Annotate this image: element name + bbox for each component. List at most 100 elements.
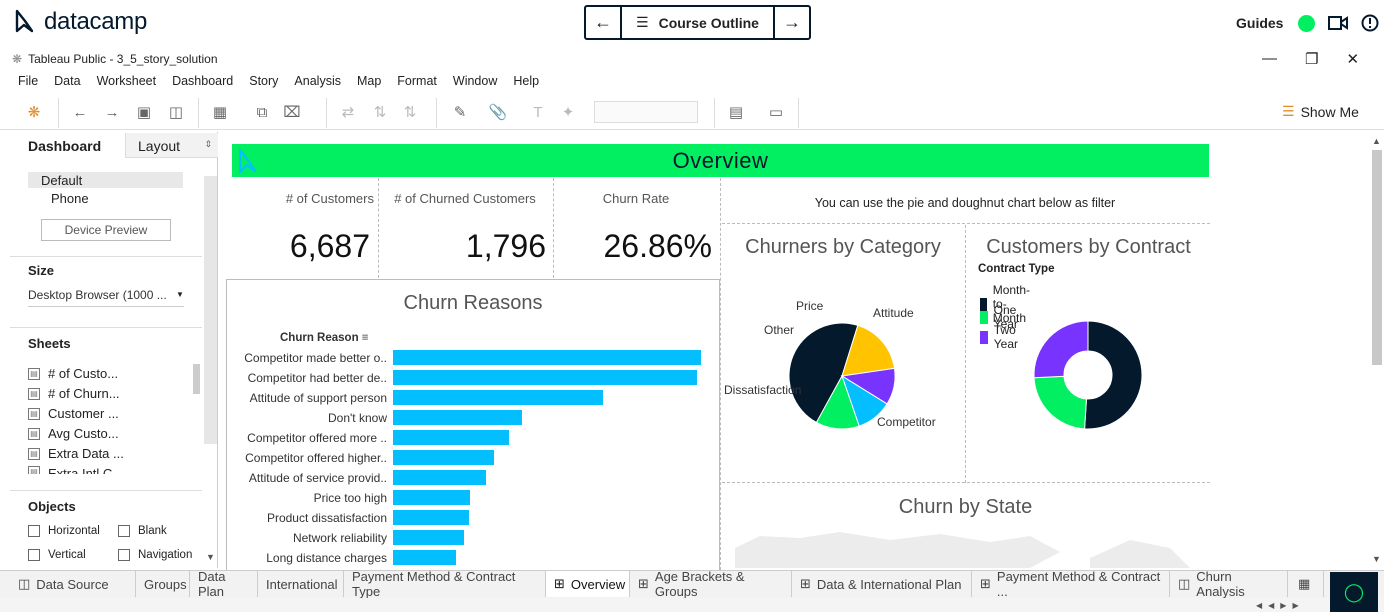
tableau-logo-icon[interactable]: ❋ xyxy=(27,104,41,121)
device-default[interactable]: Default xyxy=(41,173,83,188)
bar[interactable] xyxy=(393,550,457,565)
object-navigation[interactable]: Navigation xyxy=(118,549,192,561)
size-dropdown[interactable]: Desktop Browser (1000 ... xyxy=(28,288,167,302)
duplicate-sheet-icon[interactable]: ⧉ xyxy=(256,104,268,121)
bar[interactable] xyxy=(393,490,471,505)
bar[interactable] xyxy=(393,450,495,465)
sort-descending-icon[interactable]: ⇅ xyxy=(403,104,417,121)
save-icon[interactable]: ▣ xyxy=(136,104,152,121)
legend-item[interactable]: Two Year xyxy=(980,323,1023,351)
tab-payment-method-contract[interactable]: ⊞ Payment Method & Contract ... xyxy=(972,569,1170,599)
menu-window[interactable]: Window xyxy=(452,74,498,88)
new-sheet-button[interactable]: ▦ xyxy=(1290,571,1324,597)
tab-international[interactable]: International xyxy=(258,571,344,597)
tab-layout[interactable]: Layout ⇕ xyxy=(125,133,218,158)
menu-file[interactable]: File xyxy=(18,74,39,88)
left-pane-scrollbar[interactable] xyxy=(204,176,217,444)
churn-reason-header[interactable]: Churn Reason ≡ xyxy=(280,332,369,344)
sheet-item[interactable]: ▤ Customer ... xyxy=(28,406,119,421)
churn-by-state-map[interactable] xyxy=(730,528,1200,570)
pie-slice[interactable] xyxy=(815,374,860,430)
tab-data-source[interactable]: ◫ Data Source xyxy=(10,571,136,597)
attach-icon[interactable]: 📎 xyxy=(488,104,508,121)
tab-payment-method-contract-type[interactable]: Payment Method & Contract Type xyxy=(344,569,546,599)
redo-icon[interactable]: → xyxy=(104,104,120,121)
object-vertical[interactable]: Vertical xyxy=(28,549,86,561)
scroll-down-icon[interactable]: ▼ xyxy=(1372,554,1381,564)
sort-icon[interactable]: ≡ xyxy=(361,332,369,344)
contract-donut-chart[interactable] xyxy=(1030,316,1146,434)
tab-groups[interactable]: Groups xyxy=(136,571,190,597)
prev-exercise-button[interactable]: ← xyxy=(594,12,612,32)
tab-churn-analysis[interactable]: ◫ Churn Analysis xyxy=(1170,569,1288,599)
video-icon[interactable] xyxy=(1328,15,1348,31)
swap-icon[interactable]: ⇄ xyxy=(341,104,355,121)
undo-icon[interactable]: ← xyxy=(72,104,88,121)
scroll-up-icon[interactable]: ▲ xyxy=(1372,136,1381,146)
minimize-icon[interactable]: — xyxy=(1262,50,1277,67)
fit-dropdown[interactable] xyxy=(594,101,698,123)
sheet-item[interactable]: ▤ Avg Custo... xyxy=(28,426,119,441)
tab-data-plan[interactable]: Data Plan xyxy=(190,569,258,599)
bar[interactable] xyxy=(393,370,698,385)
next-exercise-button[interactable]: → xyxy=(783,12,801,32)
lightbulb-hint-button[interactable]: ◯ xyxy=(1330,572,1378,612)
menu-map[interactable]: Map xyxy=(356,74,382,88)
guides-button[interactable]: Guides xyxy=(1236,15,1284,31)
object-horizontal[interactable]: Horizontal xyxy=(28,525,100,537)
pin-icon[interactable]: ✦ xyxy=(561,104,575,121)
menu-data[interactable]: Data xyxy=(54,74,81,88)
menu-dashboard[interactable]: Dashboard xyxy=(172,74,234,88)
sort-ascending-icon[interactable]: ⇅ xyxy=(373,104,387,121)
dashboard-scrollbar-thumb[interactable] xyxy=(1372,150,1382,365)
sheets-scrollbar[interactable] xyxy=(193,364,200,394)
new-worksheet-icon[interactable]: ▦ xyxy=(212,104,228,121)
sheet-item[interactable]: ▤ Extra Intl C... xyxy=(28,466,123,474)
object-blank[interactable]: Blank xyxy=(118,525,167,537)
sheet-nav-icons[interactable]: ◀◀▶▶ xyxy=(1256,601,1305,610)
chevron-down-icon[interactable]: ▼ xyxy=(176,290,184,299)
bar[interactable] xyxy=(393,470,487,485)
donut-slice[interactable] xyxy=(1084,320,1143,430)
legend-item[interactable]: One Year xyxy=(980,303,1023,331)
close-icon[interactable]: ✕ xyxy=(1346,51,1360,68)
new-data-source-icon[interactable]: ◫ xyxy=(168,104,184,121)
text-icon[interactable]: T xyxy=(533,104,543,121)
datacamp-logo[interactable]: datacamp xyxy=(14,8,147,36)
donut-slice[interactable] xyxy=(1033,320,1089,379)
sheet-item[interactable]: ▤ # of Custo... xyxy=(28,366,118,381)
sheet-item[interactable]: ▤ # of Churn... xyxy=(28,386,120,401)
menu-analysis[interactable]: Analysis xyxy=(294,74,341,88)
clear-sheet-icon[interactable]: ⌧ xyxy=(283,104,301,121)
donut-slice[interactable] xyxy=(1033,375,1088,430)
tab-overview[interactable]: ⊞ Overview xyxy=(546,571,630,597)
device-phone[interactable]: Phone xyxy=(51,191,89,206)
bar[interactable] xyxy=(393,350,701,365)
course-outline-button[interactable]: ☰ Course Outline xyxy=(620,7,775,38)
pie-slice[interactable] xyxy=(788,322,859,424)
menu-help[interactable]: Help xyxy=(513,74,540,88)
bar[interactable] xyxy=(393,510,470,525)
bar[interactable] xyxy=(393,410,522,425)
menu-worksheet[interactable]: Worksheet xyxy=(96,74,157,88)
bar[interactable] xyxy=(393,390,603,405)
sheet-item[interactable]: ▤ Extra Data ... xyxy=(28,446,124,461)
menu-format[interactable]: Format xyxy=(397,74,437,88)
show-labels-icon[interactable]: ▤ xyxy=(728,104,744,121)
tab-data-international-plan[interactable]: ⊞ Data & International Plan xyxy=(792,571,972,597)
legend-item[interactable]: Month-to-Month xyxy=(980,283,1036,325)
chevron-down-icon[interactable]: ▼ xyxy=(206,552,215,562)
pie-slice[interactable] xyxy=(841,324,896,377)
bar[interactable] xyxy=(393,430,509,445)
presentation-icon[interactable]: ▭ xyxy=(768,104,784,121)
restore-icon[interactable]: ❐ xyxy=(1305,51,1319,68)
highlight-icon[interactable]: ✎ xyxy=(453,104,467,121)
menu-story[interactable]: Story xyxy=(249,74,279,88)
tab-age-brackets-groups[interactable]: ⊞ Age Brackets & Groups xyxy=(630,569,792,599)
bar[interactable] xyxy=(393,530,465,545)
info-icon[interactable] xyxy=(1361,14,1379,32)
device-preview-button[interactable]: Device Preview xyxy=(41,219,171,241)
show-me-button[interactable]: ☰ Show Me xyxy=(1282,103,1359,120)
tab-dashboard[interactable]: Dashboard xyxy=(28,138,102,154)
